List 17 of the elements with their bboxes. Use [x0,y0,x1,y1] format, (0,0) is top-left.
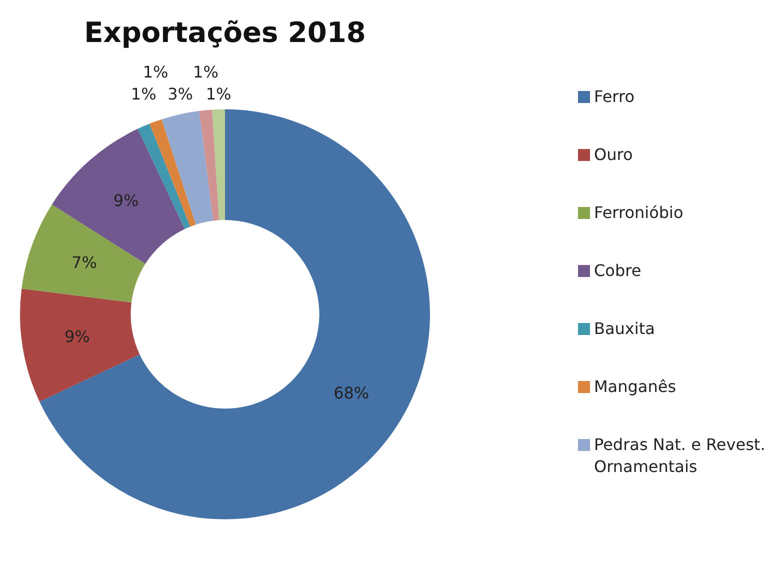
data-label: 3% [168,84,193,104]
data-label: 1% [142,62,168,82]
data-label: 9% [64,326,90,346]
legend-label: Cobre [594,260,642,282]
legend-label: Ouro [594,144,633,166]
data-label: 7% [72,252,97,272]
data-label: 68% [334,384,370,403]
legend-label: Pedras Nat. e Revest. Ornamentais [594,434,766,478]
legend-label: Bauxita [594,318,655,340]
data-label: 1% [130,84,156,104]
data-label: 1% [193,62,218,82]
legend-label: Ferro [594,86,634,108]
legend-label: Manganês [594,376,676,398]
legend-label: Ferronióbio [594,202,684,224]
data-label: 1% [206,84,232,104]
chart-title: Exportações 2018 [84,16,366,50]
data-label: 9% [113,191,139,210]
